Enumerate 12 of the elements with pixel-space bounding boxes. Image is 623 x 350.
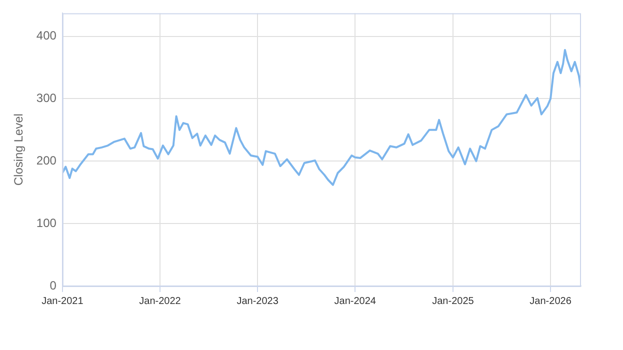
x-tick-label: Jan-2022 <box>139 296 182 307</box>
y-tick-label: 300 <box>36 91 57 106</box>
y-axis-title: Closing Level <box>12 114 26 186</box>
x-tick-label: Jan-2024 <box>334 296 376 307</box>
y-tick-label: 200 <box>36 153 57 168</box>
x-tick-label: Jan-2023 <box>236 296 279 307</box>
y-tick-label: 100 <box>36 216 57 230</box>
x-tick-label: Jan-2026 <box>530 296 572 307</box>
y-tick-label: 400 <box>36 28 57 43</box>
x-tick-label: Jan-2025 <box>432 296 474 307</box>
x-tick-label: Jan-2021 <box>42 296 84 307</box>
y-tick-label: 0 <box>50 278 57 292</box>
